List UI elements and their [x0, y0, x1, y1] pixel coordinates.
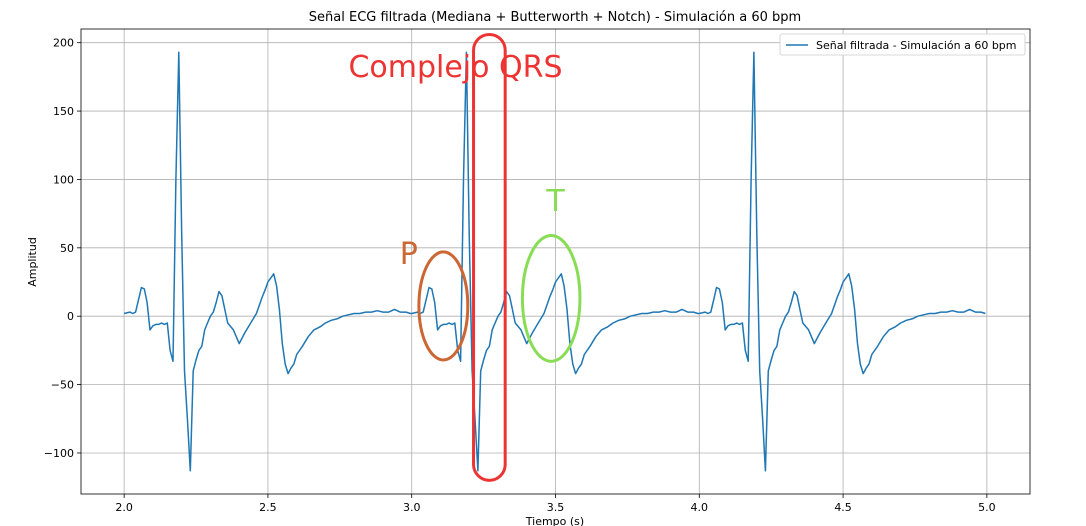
y-tick-label: 0 [67, 310, 74, 323]
x-tick-label: 4.5 [834, 501, 852, 514]
x-tick-label: 5.0 [978, 501, 996, 514]
plot-frame [80, 28, 1031, 495]
legend-box [779, 33, 1026, 56]
legend-label: Señal filtrada - Simulación a 60 bpm [816, 39, 1017, 52]
t-wave-highlight-outline [520, 234, 582, 363]
p-wave-highlight-outline [417, 250, 470, 362]
y-tick-label: 100 [53, 173, 74, 186]
x-tick-label: 3.0 [403, 501, 421, 514]
y-tick-label: −100 [44, 447, 74, 460]
y-axis-label: Amplitud [26, 237, 39, 287]
x-tick-label: 2.0 [115, 501, 133, 514]
t-wave-annotation-label: T [545, 184, 565, 219]
chart-title: Señal ECG filtrada (Mediana + Butterwort… [309, 10, 801, 25]
qrs-annotation-label: Complejo QRS [348, 50, 562, 85]
qrs-highlight-outline [472, 32, 507, 482]
y-tick-label: −50 [51, 379, 74, 392]
y-tick-label: 200 [53, 37, 74, 50]
x-tick-label: 3.5 [547, 501, 565, 514]
p-wave-annotation-label: P [400, 237, 418, 272]
x-axis-label: Tiempo (s) [525, 515, 584, 526]
x-tick-label: 2.5 [259, 501, 277, 514]
y-tick-label: 50 [60, 242, 74, 255]
legend: Señal filtrada - Simulación a 60 bpm [779, 33, 1026, 56]
y-tick-label: 150 [53, 105, 74, 118]
x-tick-label: 4.0 [691, 501, 709, 514]
ecg-series-line [123, 51, 986, 472]
